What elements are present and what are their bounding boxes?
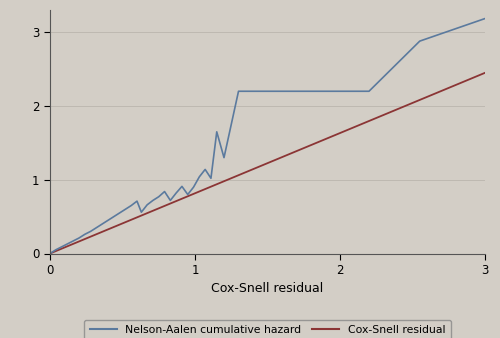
Nelson-Aalen cumulative hazard	[489, 14, 495, 18]
Line: Nelson-Aalen cumulative hazard: Nelson-Aalen cumulative hazard	[50, 16, 492, 253]
Nelson-Aalen cumulative hazard	[156, 195, 162, 199]
Nelson-Aalen cumulative hazard	[122, 207, 128, 211]
Nelson-Aalen cumulative hazard	[105, 218, 111, 222]
Nelson-Aalen cumulative hazard	[47, 251, 53, 256]
X-axis label: Cox-Snell residual: Cox-Snell residual	[212, 283, 324, 295]
Legend: Nelson-Aalen cumulative hazard, Cox-Snell residual: Nelson-Aalen cumulative hazard, Cox-Snel…	[84, 320, 451, 338]
Nelson-Aalen cumulative hazard	[82, 232, 88, 236]
Nelson-Aalen cumulative hazard	[279, 89, 285, 93]
Nelson-Aalen cumulative hazard	[417, 39, 423, 43]
